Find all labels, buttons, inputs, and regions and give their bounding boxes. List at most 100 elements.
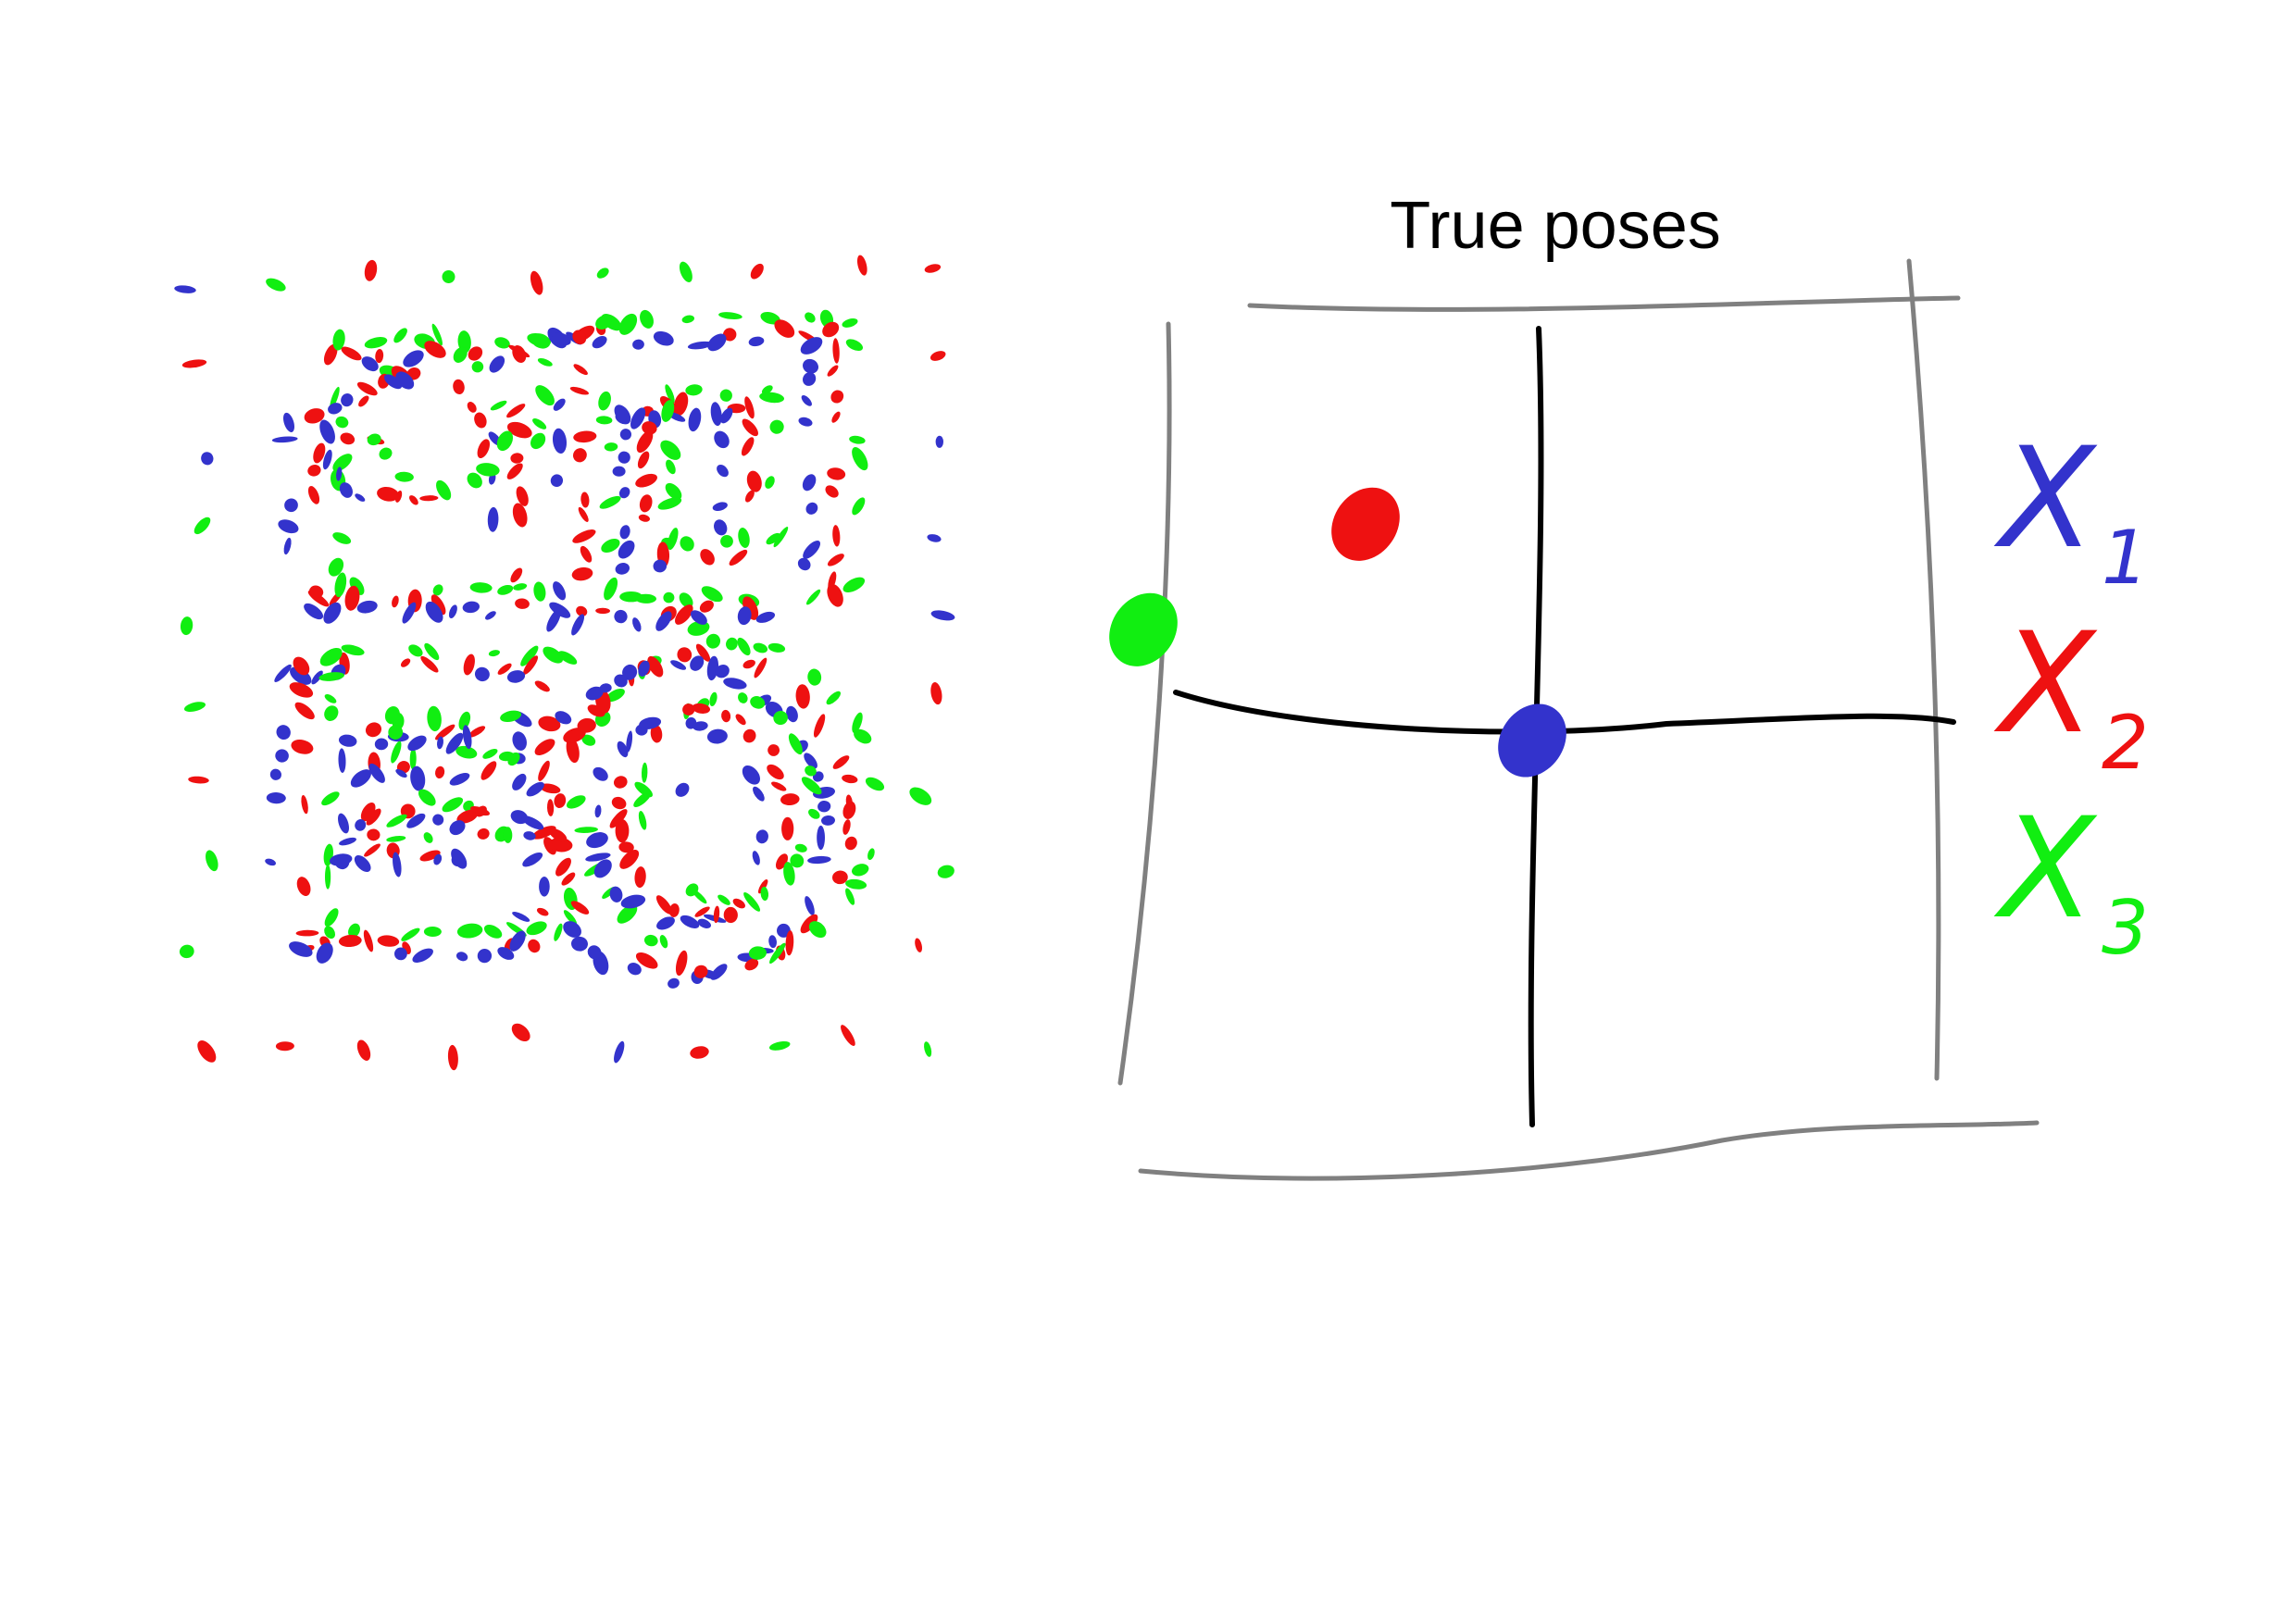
scatter-mark-389	[410, 765, 426, 791]
scatter-mark-602	[773, 710, 788, 726]
scatter-mark-354	[269, 768, 281, 780]
scatter-mark-63	[402, 602, 417, 624]
scatter-mark-600	[735, 714, 746, 726]
scatter-mark-5	[596, 268, 609, 279]
scatter-mark-359	[301, 794, 308, 815]
scatter-mark-278	[635, 473, 657, 488]
scatter-mark-375	[365, 722, 382, 738]
scatter-mark-192	[572, 330, 587, 345]
scatter-mark-581	[613, 776, 628, 789]
scatter-mark-144	[467, 402, 477, 413]
scatter-mark-541	[865, 777, 885, 791]
scatter-mark-119	[436, 479, 452, 501]
scatter-mark-259	[729, 549, 748, 566]
scatter-mark-515	[690, 655, 705, 671]
scatter-mark-214	[550, 474, 564, 487]
pose-marker-3	[1109, 592, 1178, 666]
scatter-mark-435	[477, 828, 490, 840]
scatter-mark-565	[685, 883, 699, 897]
scatter-mark-482	[522, 852, 543, 867]
scatter-mark-312	[400, 658, 411, 667]
scatter-mark-70	[497, 585, 514, 595]
scatter-mark-316	[420, 655, 439, 673]
scatter-mark-280	[746, 470, 762, 492]
scatter-mark-217	[852, 447, 868, 471]
scatter-mark-197	[845, 339, 863, 352]
scatter-mark-35	[447, 1044, 458, 1071]
scatter-mark-363	[531, 826, 556, 840]
scatter-mark-4	[530, 270, 543, 295]
legend-subscript-1: 1	[2102, 515, 2149, 601]
scatter-mark-87	[535, 385, 555, 406]
scatter-mark-471	[643, 934, 658, 947]
scatter-mark-461	[769, 942, 786, 965]
scatter-mark-486	[549, 828, 568, 842]
scatter-mark-94	[510, 453, 524, 464]
scatter-mark-520	[742, 659, 755, 669]
scatter-mark-168	[653, 330, 674, 346]
scatter-mark-208	[552, 428, 568, 454]
scatter-mark-46	[349, 577, 365, 595]
scatter-mark-440	[842, 801, 856, 819]
scatter-mark-123	[394, 471, 414, 482]
scatter-mark-339	[557, 651, 578, 665]
scatter-mark-582	[641, 762, 648, 783]
scatter-mark-288	[657, 497, 682, 510]
scatter-mark-111	[308, 585, 324, 599]
frame-top	[1247, 295, 1961, 312]
scatter-mark-193	[595, 315, 612, 330]
scatter-mark-423	[456, 809, 479, 824]
scatter-mark-146	[490, 400, 507, 411]
scatter-mark-68	[494, 337, 510, 349]
scatter-mark-483	[548, 837, 573, 853]
scatter-mark-387	[435, 724, 455, 741]
scatter-mark-325	[474, 666, 490, 682]
scatter-mark-140	[395, 371, 415, 390]
scatter-mark-331	[523, 655, 539, 675]
scatter-mark-117	[419, 495, 439, 502]
scatter-mark-452	[800, 914, 818, 934]
scatter-mark-538	[842, 774, 858, 784]
scatter-mark-287	[638, 514, 650, 522]
scatter-mark-322	[483, 925, 503, 939]
scatter-mark-399	[384, 705, 400, 725]
scatter-mark-220	[825, 485, 839, 498]
scatter-mark-547	[794, 843, 807, 853]
scatter-mark-184	[805, 312, 816, 323]
scatter-mark-84	[304, 408, 325, 424]
scatter-mark-230	[827, 554, 844, 566]
scatter-mark-33	[275, 1041, 294, 1052]
scatter-mark-475	[563, 921, 581, 938]
scatter-mark-194	[800, 337, 823, 355]
scatter-mark-21	[183, 702, 206, 712]
scatter-mark-306	[338, 934, 362, 948]
scatter-mark-277	[618, 487, 630, 499]
scatter-mark-460	[744, 958, 759, 971]
scatter-mark-160	[635, 593, 656, 604]
scatter-mark-508	[647, 655, 664, 678]
scatter-mark-249	[653, 559, 668, 573]
scatter-mark-611	[801, 777, 822, 795]
scatter-mark-190	[842, 317, 858, 328]
scatter-mark-29	[179, 944, 194, 959]
frame-left	[1117, 321, 1172, 1086]
scatter-mark-379	[409, 748, 417, 770]
scatter-mark-455	[785, 930, 794, 956]
scatter-mark-56	[392, 595, 399, 608]
scatter-mark-124	[339, 482, 353, 498]
scatter-mark-380	[374, 738, 389, 751]
scatter-mark-14	[935, 435, 943, 448]
scatter-mark-108	[332, 532, 352, 544]
scatter-mark-336	[293, 656, 310, 676]
scatter-mark-55	[356, 600, 378, 614]
scatter-mark-302	[348, 923, 360, 938]
scatter-mark-17	[927, 534, 942, 542]
scatter-mark-79	[489, 355, 505, 373]
frame-right	[1906, 258, 1941, 1081]
scatter-mark-585	[626, 730, 633, 753]
scatter-mark-133	[341, 392, 354, 407]
scatter-mark-391	[455, 745, 478, 759]
scatter-mark-343	[294, 702, 315, 720]
scatter-mark-310	[377, 935, 400, 947]
scatter-mark-592	[709, 691, 718, 707]
